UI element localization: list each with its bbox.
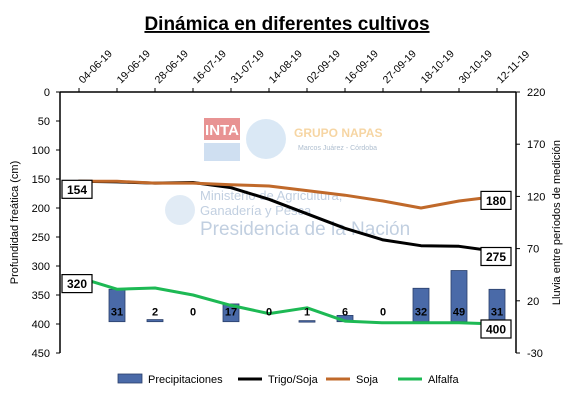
precipitation-label: 6 bbox=[342, 307, 348, 319]
value-callout-box bbox=[480, 246, 512, 267]
argentina-seal-icon bbox=[165, 195, 195, 225]
value-callout-text: 400 bbox=[486, 323, 506, 337]
left-tick-label: 350 bbox=[32, 290, 50, 302]
x-tick-label: 12-11-19 bbox=[495, 48, 533, 86]
precipitation-label: 0 bbox=[190, 307, 196, 319]
left-tick-label: 200 bbox=[32, 203, 50, 215]
right-tick-label: 120 bbox=[527, 191, 545, 203]
left-tick-label: 300 bbox=[32, 261, 50, 273]
left-tick-label: 450 bbox=[32, 348, 50, 360]
value-callout-text: 320 bbox=[67, 277, 87, 291]
precipitation-label: 0 bbox=[266, 307, 272, 319]
precipitation-label: 0 bbox=[380, 307, 386, 319]
watermark: INTA GRUPO NAPAS Marcos Juárez - Córdoba… bbox=[165, 118, 410, 240]
precipitation-label: 49 bbox=[453, 307, 465, 319]
left-tick-label: 0 bbox=[44, 87, 50, 99]
value-callout-box bbox=[480, 190, 512, 210]
precipitation-labels: 31 2 0 17 0 1 6 0 32 49 31 bbox=[111, 307, 503, 319]
left-tick-label: 150 bbox=[32, 174, 50, 186]
y-axis-left-label: Profundidad freática (cm) bbox=[9, 161, 21, 285]
right-tick-label: 20 bbox=[527, 296, 539, 308]
value-callout-text: 154 bbox=[67, 183, 87, 197]
x-tick-label: 14-08-19 bbox=[267, 48, 305, 86]
precipitation-label: 17 bbox=[225, 307, 237, 319]
napas-logo-icon bbox=[246, 119, 286, 159]
right-tick-label: -30 bbox=[527, 348, 543, 360]
x-tick-label: 28-06-19 bbox=[153, 48, 191, 86]
y-axis-right-label: Lluvia entre períodos de medición bbox=[551, 140, 563, 305]
napas-group-place: Marcos Juárez - Córdoba bbox=[298, 145, 377, 152]
value-callout-box bbox=[61, 274, 93, 294]
x-tick-label: 04-06-19 bbox=[77, 48, 115, 86]
right-tick-label: 70 bbox=[527, 244, 539, 256]
value-callout-box bbox=[61, 179, 93, 199]
inta-logo-box bbox=[204, 118, 240, 140]
x-tick-label: 31-07-19 bbox=[229, 48, 267, 86]
precipitation-label: 31 bbox=[491, 307, 503, 319]
right-tick-label: 220 bbox=[527, 87, 545, 99]
precipitation-label: 2 bbox=[152, 307, 158, 319]
right-tick-label: 170 bbox=[527, 139, 545, 151]
legend: Precipitaciones Trigo/Soja Soja Alfalfa bbox=[117, 373, 459, 386]
series-lines bbox=[77, 179, 499, 326]
x-tick-label: 19-06-19 bbox=[115, 48, 153, 86]
value-callout-text: 180 bbox=[486, 194, 506, 208]
left-tick-label: 250 bbox=[32, 232, 50, 244]
x-tick-label: 27-09-19 bbox=[381, 48, 419, 86]
ministry-line-2: Ganadería y Pesca bbox=[200, 203, 312, 218]
precipitation-label: 31 bbox=[111, 307, 123, 319]
x-tick-label: 16-09-19 bbox=[343, 48, 381, 86]
value-callout-box bbox=[480, 319, 512, 339]
legend-label-precipitaciones: Precipitaciones bbox=[148, 374, 223, 386]
precipitation-bar bbox=[298, 320, 316, 323]
legend-swatch-precipitaciones bbox=[117, 373, 143, 384]
inta-logo-text: INTA bbox=[205, 122, 239, 139]
legend-label-trigo-soja: Trigo/Soja bbox=[268, 374, 319, 386]
legend-label-alfalfa: Alfalfa bbox=[428, 374, 459, 386]
x-tick-label: 16-07-19 bbox=[191, 48, 229, 86]
series-line-soja bbox=[77, 179, 499, 210]
series-line-alfalfa bbox=[77, 276, 499, 326]
x-tick-label: 18-10-19 bbox=[419, 48, 457, 86]
precipitation-bar bbox=[146, 319, 164, 323]
x-tick-label: 02-09-19 bbox=[305, 48, 343, 86]
inta-logo-stripe bbox=[204, 143, 240, 161]
chart-title: Dinámica en diferentes cultivos bbox=[144, 14, 429, 35]
precipitation-label: 32 bbox=[415, 307, 427, 319]
left-tick-label: 50 bbox=[38, 116, 50, 128]
presidency-text: Presidencia de la Nación bbox=[200, 219, 410, 240]
value-callout-text: 275 bbox=[486, 250, 506, 264]
legend-label-soja: Soja bbox=[356, 374, 379, 386]
left-tick-label: 400 bbox=[32, 319, 50, 331]
napas-group-name: GRUPO NAPAS bbox=[294, 126, 382, 140]
left-tick-label: 100 bbox=[32, 145, 50, 157]
precipitation-label: 1 bbox=[304, 307, 310, 319]
x-tick-label: 30-10-19 bbox=[457, 48, 495, 86]
